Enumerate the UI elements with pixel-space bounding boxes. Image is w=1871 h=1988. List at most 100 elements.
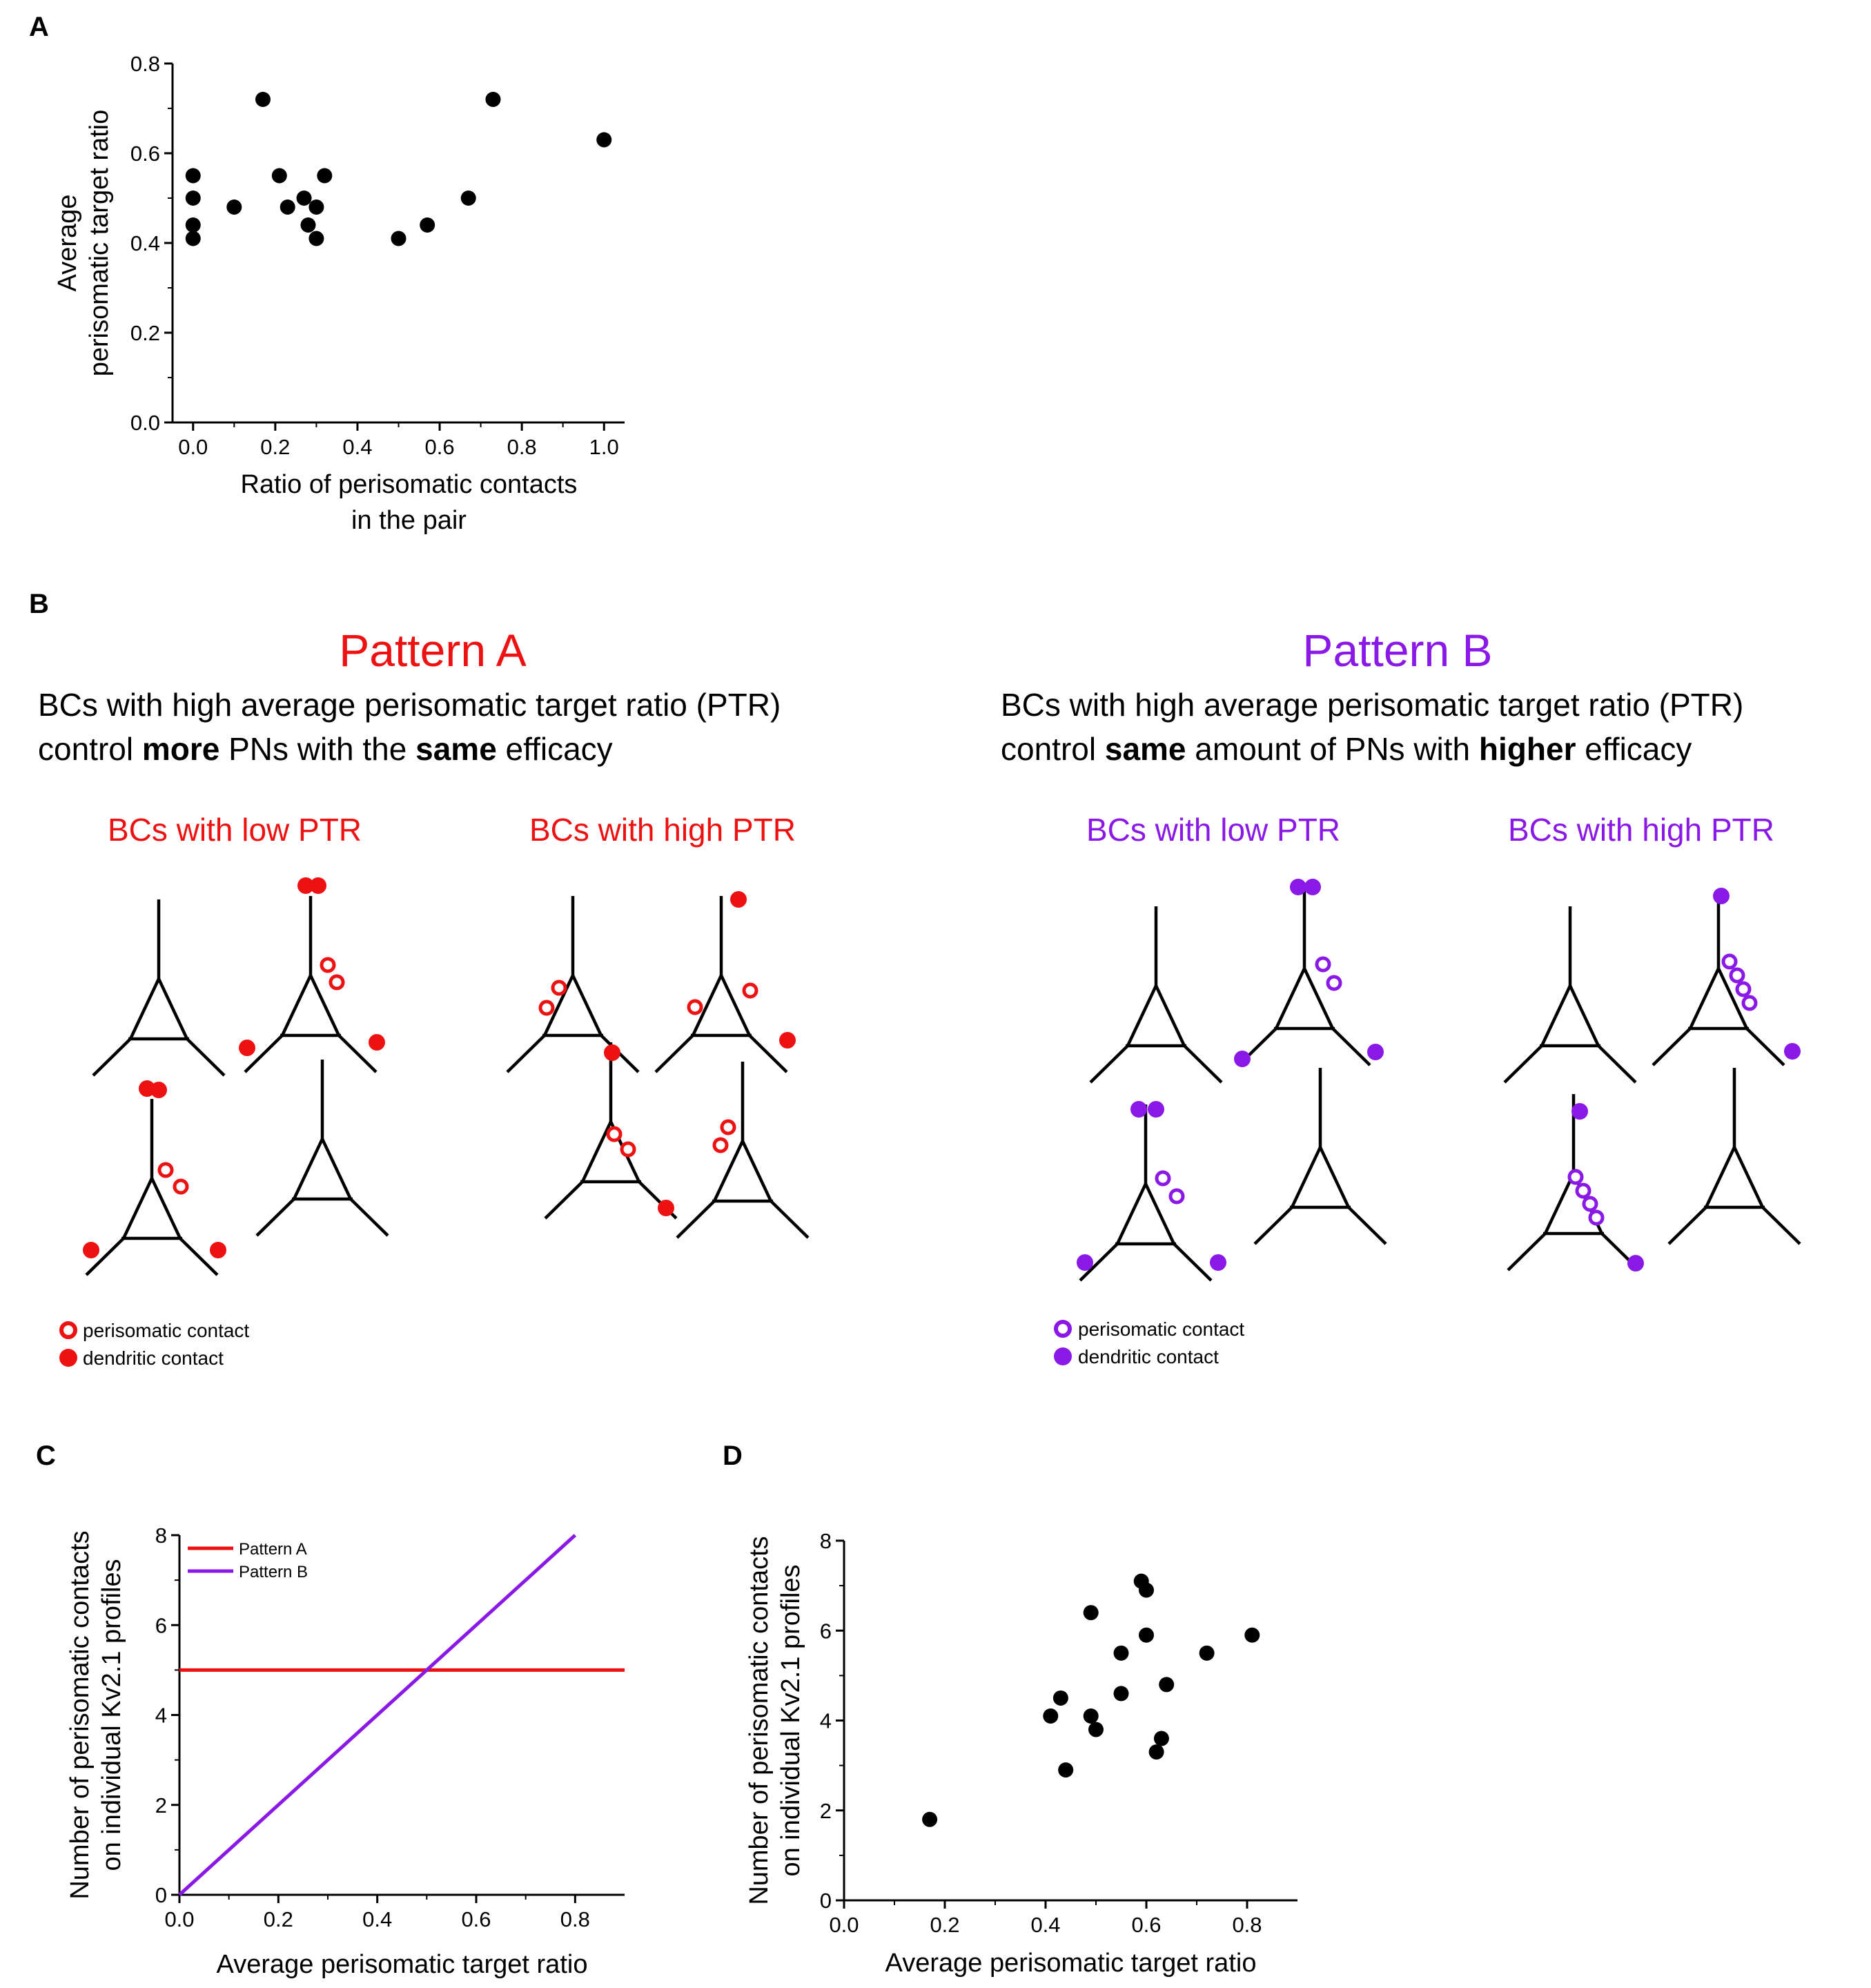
chart-a-x-tick-label: 0.6 (424, 435, 454, 459)
chart-d-point (1113, 1686, 1129, 1702)
pattern-b-low-neuron-2 (1234, 879, 1384, 1067)
basal-dendrite-right (337, 1034, 378, 1073)
chart-d-point (1148, 1744, 1164, 1760)
perisomatic-contact (1729, 967, 1745, 984)
dendritic-contact (658, 1200, 674, 1216)
perisomatic-contact (606, 1126, 623, 1142)
chart-a-y-tick-label: 0.0 (130, 411, 160, 435)
chart-d: 0.0 0.2 0.4 0.6 0.8 0 2 4 6 8 Average perisomatic … (745, 1529, 1297, 1978)
chart-a-point (271, 168, 287, 184)
basal-dendrite-left (544, 1180, 584, 1220)
perisomatic-contact (329, 974, 345, 991)
soma-edges (1704, 1143, 1765, 1208)
dendritic-contact (1234, 1051, 1251, 1067)
chart-a-point (185, 168, 201, 184)
pattern-b-high-neuron-1 (1503, 906, 1637, 1084)
chart-d-point (1043, 1708, 1059, 1724)
chart-d-point (1244, 1627, 1260, 1643)
dendritic-contact (1713, 888, 1730, 904)
soma-edges (128, 975, 189, 1040)
chart-d-y-tick-label: 2 (820, 1799, 832, 1823)
basal-dendrite-left (92, 1037, 132, 1077)
perisomatic-contact (742, 982, 758, 999)
chart-d-x-tick-label: 0.4 (1030, 1913, 1060, 1937)
legend-dendritic-marker-a (59, 1349, 77, 1367)
pattern-a-line2: control more PNs with the same efficacy (38, 731, 613, 767)
chart-a-point (391, 231, 406, 246)
pattern-b-line2: control same amount of PNs with higher e… (1001, 731, 1692, 767)
soma-edges (280, 971, 341, 1036)
perisomatic-contact (157, 1162, 174, 1178)
dendritic-contact (604, 1044, 620, 1061)
dendritic-contact (1148, 1101, 1164, 1118)
basal-dendrite-left (1089, 1044, 1129, 1084)
dendritic-contact (1304, 879, 1321, 895)
chart-d-point (1083, 1605, 1099, 1621)
chart-c-x-tick-label: 0.8 (560, 1907, 590, 1931)
pattern-a-legend: perisomatic contact dendritic contact (59, 1320, 249, 1369)
dendritic-contact (369, 1034, 385, 1051)
dendritic-contact (1290, 879, 1306, 895)
chart-c-x-tick-label: 0.6 (461, 1907, 491, 1931)
soma-edges (542, 971, 603, 1036)
chart-a-x-label: in the pair (351, 506, 467, 535)
chart-d-x-label: Average perisomatic target ratio (885, 1949, 1257, 1978)
perisomatic-contact (1735, 981, 1752, 997)
chart-a-x-tick-label: 0.8 (507, 435, 537, 459)
pattern-b-legend: perisomatic contact dendritic contact (1054, 1318, 1244, 1367)
chart-a-x-tick-label: 0.4 (342, 435, 372, 459)
chart-d-y-tick-label: 0 (820, 1889, 832, 1913)
chart-c: 0.0 0.2 0.4 0.6 0.8 0 2 4 6 8 Average perisomatic … (66, 1523, 625, 1979)
dendritic-contact (1571, 1103, 1588, 1120)
chart-a-y-tick-label: 0.4 (130, 231, 160, 255)
panel-letter-c: C (36, 1441, 56, 1471)
pattern-a-low-neuron-2 (239, 877, 385, 1073)
perisomatic-contact (1721, 953, 1738, 970)
dendritic-contact (1077, 1254, 1093, 1271)
chart-c-y-tick-label: 0 (155, 1883, 167, 1907)
perisomatic-contact (173, 1178, 189, 1195)
chart-a-y-label: Average (53, 195, 82, 292)
chart-a-x-tick-label: 0.0 (178, 435, 208, 459)
chart-c-legend-label: Pattern A (239, 1540, 307, 1559)
dendritic-contact (1627, 1255, 1644, 1271)
soma-edges (1115, 1180, 1176, 1245)
legend-perisomatic-label-b: perisomatic contact (1078, 1318, 1244, 1340)
chart-d-y-tick-label: 4 (820, 1709, 832, 1733)
chart-a: 0.0 0.2 0.4 0.6 0.8 1.0 0.0 0.2 0.4 0.6 0.8 Ratio o… (53, 52, 625, 535)
chart-c-legend: Pattern A Pattern B (188, 1540, 308, 1581)
basal-dendrite-right (1183, 1044, 1223, 1084)
dendritic-contact (730, 891, 747, 908)
perisomatic-contact (1575, 1182, 1591, 1199)
soma-edges (1126, 982, 1186, 1046)
soma-edges (1688, 964, 1749, 1029)
chart-a-point (226, 199, 242, 215)
perisomatic-contact (687, 999, 703, 1015)
chart-a-point (280, 199, 295, 215)
soma-edges (292, 1135, 353, 1200)
pattern-b-high-neuron-4 (1667, 1068, 1801, 1245)
chart-d-x-tick-label: 0.2 (930, 1913, 959, 1937)
perisomatic-contact (1326, 975, 1342, 991)
chart-c-x-tick-label: 0.2 (264, 1907, 293, 1931)
dendritic-contact (239, 1040, 255, 1056)
pattern-a-low-neuron-1 (92, 899, 226, 1077)
basal-dendrite-right (748, 1034, 788, 1073)
basal-dendrite-left (1507, 1232, 1547, 1271)
chart-d-point (1199, 1645, 1215, 1661)
basal-dendrite-right (1331, 1027, 1371, 1066)
chart-c-y-tick-label: 4 (155, 1704, 167, 1728)
chart-d-point (1139, 1627, 1154, 1643)
chart-a-point (300, 217, 316, 233)
soma-edges (1290, 1143, 1351, 1208)
panel-letter-b: B (29, 589, 49, 619)
perisomatic-contact (620, 1141, 636, 1158)
legend-dendritic-marker-b (1054, 1347, 1072, 1365)
chart-d-point (1058, 1762, 1074, 1778)
panel-letter-d: D (723, 1441, 743, 1471)
pattern-b-low-neuron-4 (1253, 1068, 1387, 1245)
perisomatic-contact (538, 1000, 555, 1016)
pattern-b-line1: BCs with high average perisomatic target… (1001, 687, 1743, 723)
legend-dendritic-label-b: dendritic contact (1078, 1346, 1219, 1367)
chart-a-x-label: Ratio of perisomatic contacts (241, 470, 578, 499)
